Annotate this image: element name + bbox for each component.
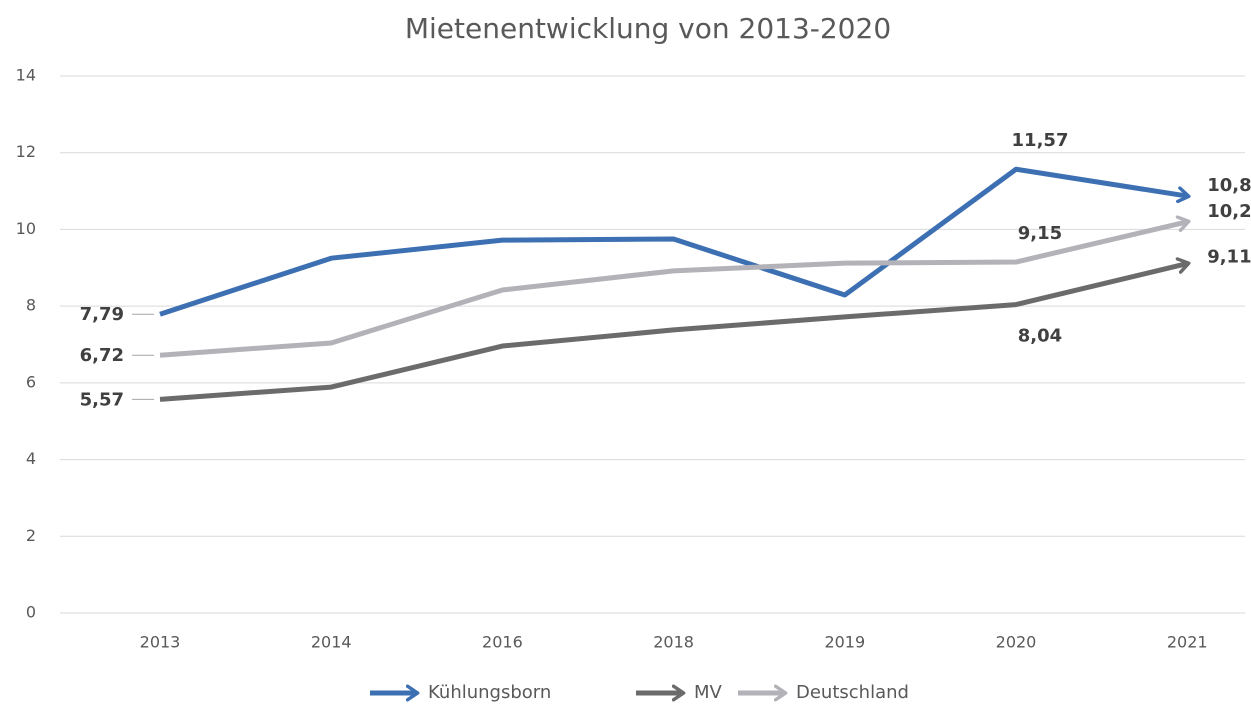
data-label: 6,72 — [80, 345, 124, 366]
y-tick-label: 14 — [16, 66, 36, 85]
x-tick-label: 2013 — [140, 633, 181, 652]
x-tick-label: 2020 — [996, 633, 1037, 652]
y-tick-label: 12 — [16, 142, 36, 161]
x-tick-label: 2019 — [824, 633, 865, 652]
data-label: 5,57 — [80, 389, 124, 410]
x-tick-label: 2014 — [311, 633, 352, 652]
data-label: 9,11 — [1207, 247, 1251, 268]
legend-label: Deutschland — [796, 682, 909, 703]
series-line — [159, 166, 1191, 317]
data-label: 10,87 — [1207, 175, 1251, 196]
y-tick-label: 4 — [26, 449, 36, 468]
y-tick-label: 2 — [26, 526, 36, 545]
x-tick-label: 2016 — [482, 633, 523, 652]
data-label: 8,04 — [1018, 326, 1062, 347]
series-line — [159, 215, 1191, 358]
y-tick-label: 0 — [26, 603, 36, 622]
data-label: 7,79 — [80, 304, 124, 325]
y-tick-label: 6 — [26, 372, 36, 391]
data-label: 10,20 — [1207, 201, 1251, 222]
data-label: 11,57 — [1012, 130, 1069, 151]
legend-label: Kühlungsborn — [428, 682, 551, 703]
chart-title: Mietenentwicklung von 2013-2020 — [405, 12, 891, 45]
series-line — [159, 257, 1191, 402]
x-tick-label: 2018 — [653, 633, 694, 652]
y-tick-label: 8 — [26, 296, 36, 315]
legend-label: MV — [694, 682, 723, 703]
x-tick-label: 2021 — [1167, 633, 1208, 652]
y-tick-label: 10 — [16, 219, 36, 238]
data-label: 9,15 — [1018, 223, 1062, 244]
